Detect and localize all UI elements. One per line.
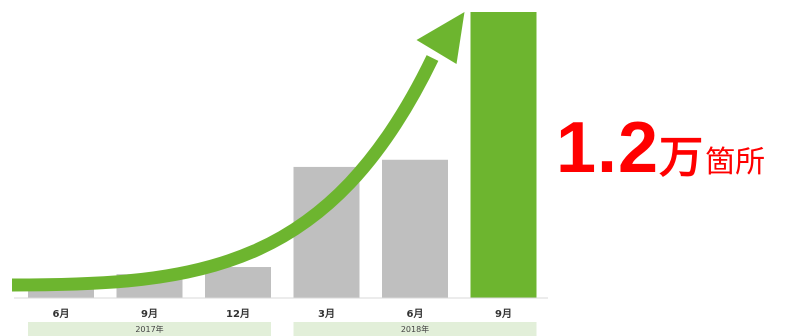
year-band [28, 322, 271, 336]
bar [382, 159, 448, 298]
trend-arrow-shaft [11, 55, 439, 292]
headline-unit-man: 万 [659, 132, 704, 183]
headline-value: 1.2 [556, 108, 660, 188]
bars-layer [28, 12, 537, 298]
trend-arrow-head [416, 12, 465, 64]
headline-total: 1.2万箇所 [556, 112, 765, 184]
year-band [293, 322, 537, 336]
bar [205, 267, 271, 298]
x-tick-label: 3月 [318, 308, 335, 320]
x-tick-label: 9月 [141, 308, 158, 320]
x-tick-label: 6月 [407, 308, 424, 320]
bar-highlight [470, 12, 537, 298]
x-tick-label: 12月 [226, 308, 250, 320]
year-label: 2017年 [135, 324, 163, 334]
x-tick-label: 6月 [53, 308, 70, 320]
x-tick-label: 9月 [495, 308, 512, 320]
bar [28, 286, 94, 298]
year-group-labels: 2017年 2018年 [28, 322, 537, 336]
trend-arrow [11, 12, 465, 292]
year-label: 2018年 [401, 324, 429, 334]
x-axis-tick-labels: 6月 9月 12月 3月 6月 9月 [53, 308, 512, 320]
headline-unit-places: 箇所 [705, 145, 766, 180]
